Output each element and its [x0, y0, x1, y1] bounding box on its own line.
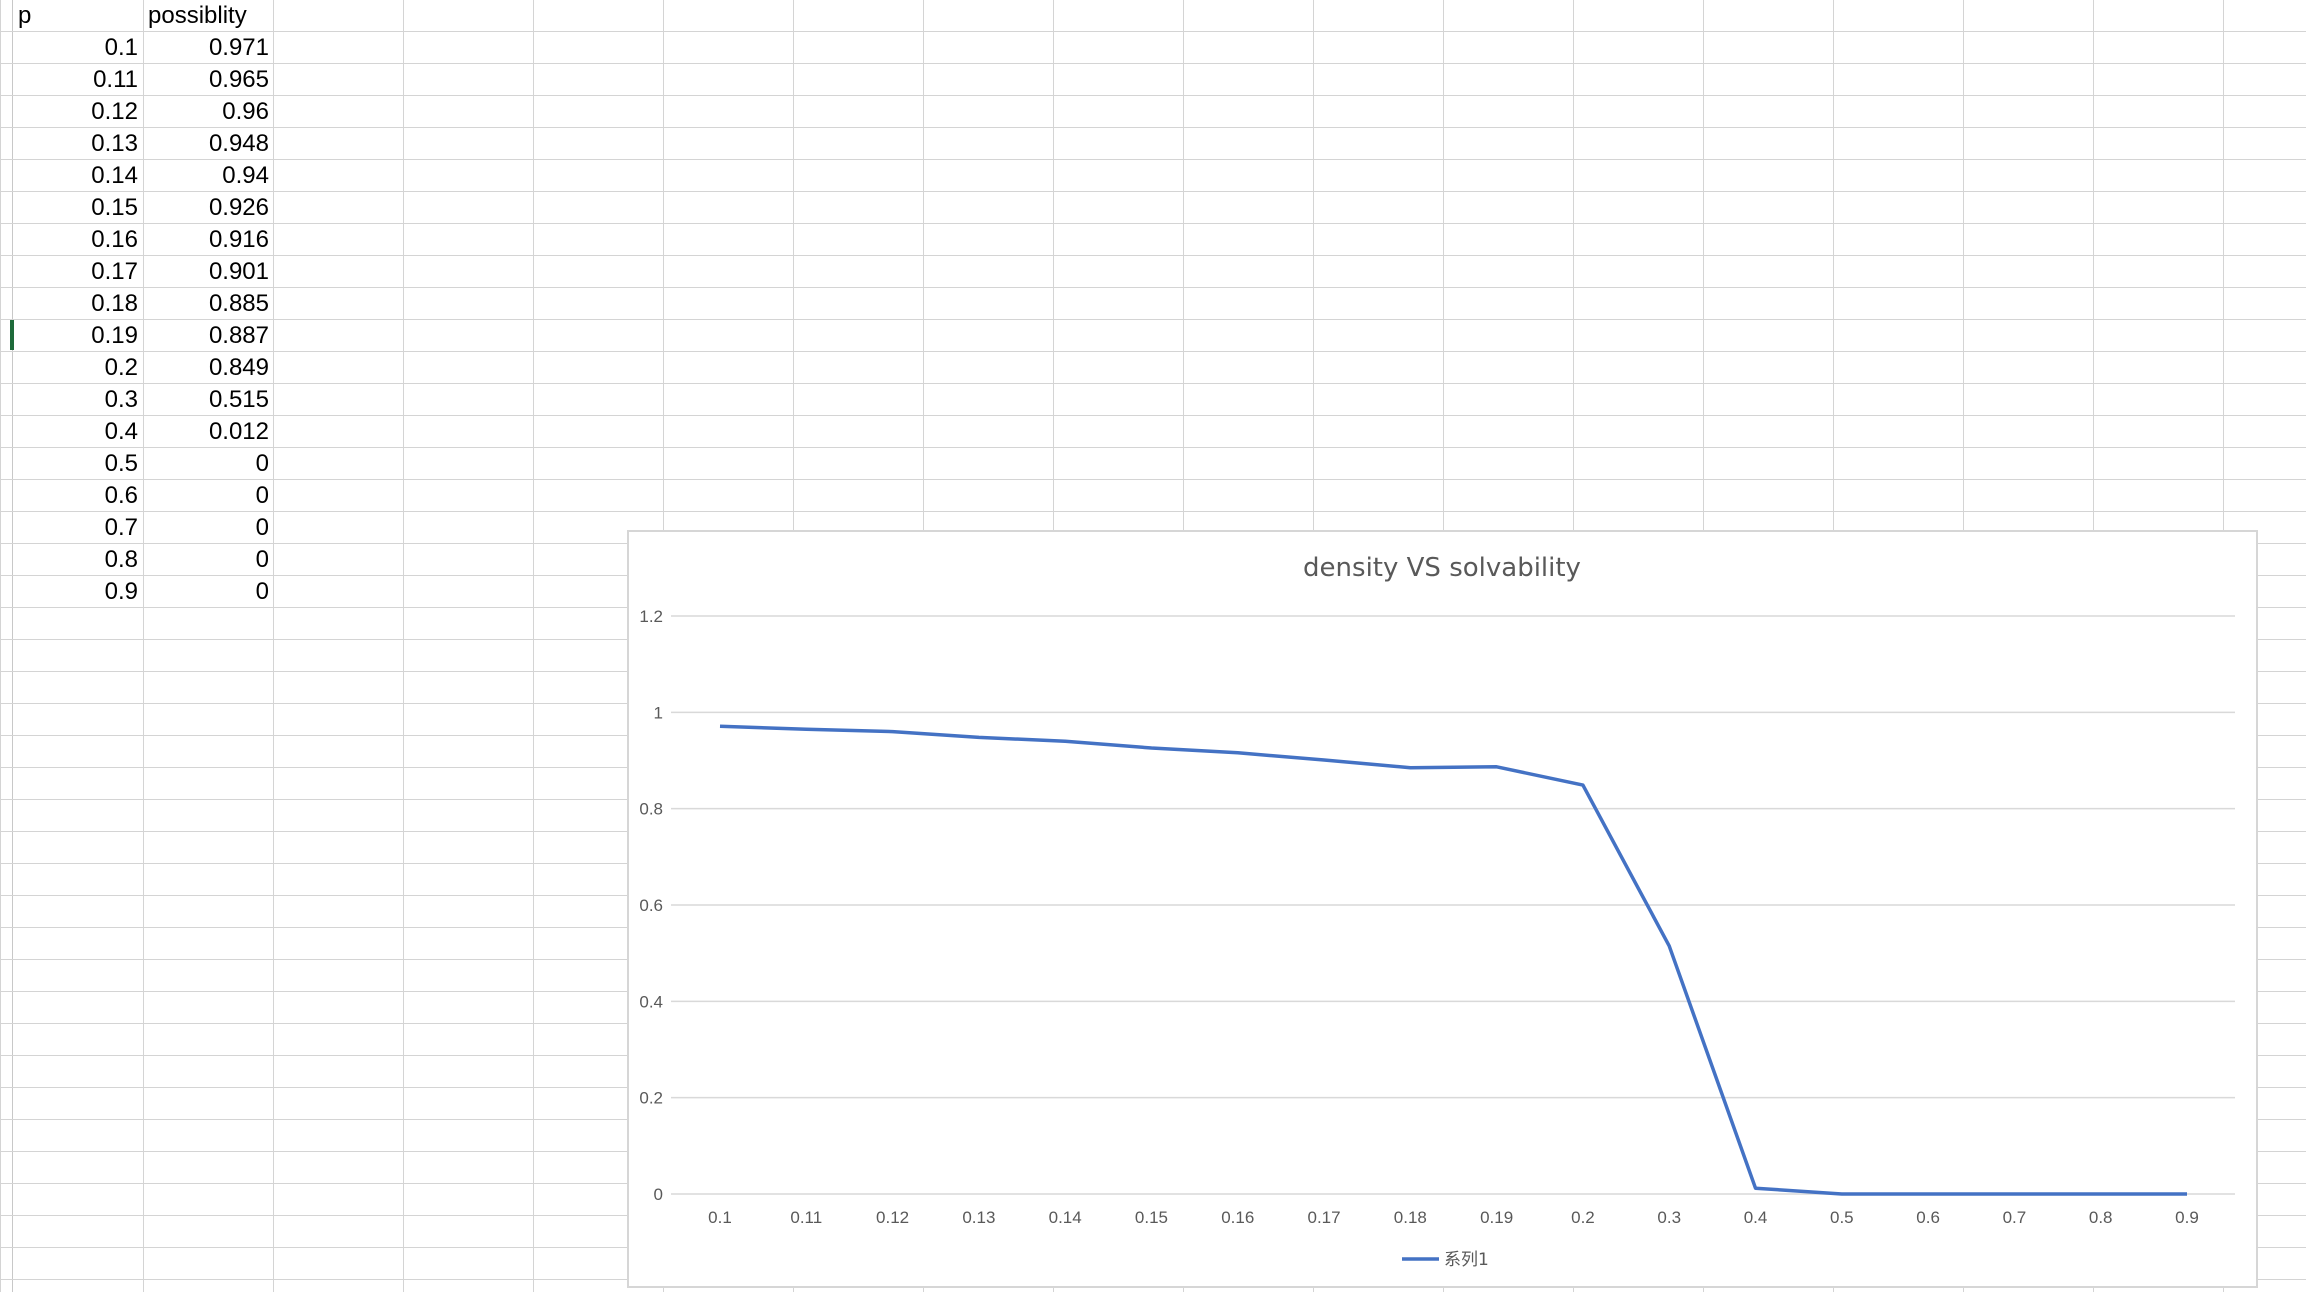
y-tick-label: 0.8	[639, 800, 663, 819]
header-cell-p[interactable]: p	[18, 2, 32, 29]
y-tick-label: 0.6	[639, 896, 663, 915]
cell-possiblity-value[interactable]: 0.96	[222, 98, 269, 125]
cell-p-value[interactable]: 0.11	[93, 66, 138, 93]
cell-p-value[interactable]: 0.12	[91, 98, 138, 125]
x-tick-label: 0.7	[2003, 1208, 2027, 1227]
legend-label: 系列1	[1444, 1250, 1489, 1270]
x-tick-label: 0.18	[1394, 1208, 1427, 1227]
x-tick-label: 0.8	[2089, 1208, 2113, 1227]
x-tick-label: 0.14	[1049, 1208, 1082, 1227]
cell-p-value[interactable]: 0.16	[91, 226, 138, 253]
chart-title: density VS solvability	[1303, 553, 1581, 583]
chart-svg: density VS solvability 0 0.2 0.4 0.6 0.8 1 1.2 0…	[639, 553, 2235, 1270]
cell-possiblity-value[interactable]: 0.916	[208, 226, 269, 253]
x-tick-label: 0.13	[962, 1208, 995, 1227]
cell-p-value[interactable]: 0.3	[104, 386, 138, 413]
cell-possiblity-value[interactable]: 0	[255, 450, 269, 477]
x-tick-label: 0.4	[1744, 1208, 1768, 1227]
y-tick-label: 0	[654, 1185, 663, 1204]
cell-possiblity-value[interactable]: 0.515	[208, 386, 269, 413]
cell-p-value[interactable]: 0.18	[91, 290, 138, 317]
x-tick-label: 0.17	[1308, 1208, 1341, 1227]
header-cell-possiblity[interactable]: possiblity	[148, 2, 247, 29]
cell-p-value[interactable]: 0.5	[104, 450, 138, 477]
cell-possiblity-value[interactable]: 0.948	[208, 130, 269, 157]
cell-possiblity-value[interactable]: 0.012	[208, 418, 269, 445]
x-tick-label: 0.6	[1916, 1208, 1940, 1227]
cell-possiblity-value[interactable]: 0.926	[208, 194, 269, 221]
cell-p-value[interactable]: 0.8	[104, 546, 138, 573]
cell-possiblity-value[interactable]: 0	[255, 482, 269, 509]
cell-p-value[interactable]: 0.9	[104, 578, 138, 605]
cell-p-value[interactable]: 0.15	[91, 194, 138, 221]
cell-possiblity-value[interactable]: 0.901	[208, 258, 269, 285]
cell-possiblity-value[interactable]: 0.94	[222, 162, 269, 189]
series-line	[719, 724, 2187, 1196]
cell-possiblity-value[interactable]: 0.885	[208, 290, 269, 317]
cell-possiblity-value[interactable]: 0	[255, 578, 269, 605]
cell-p-value[interactable]: 0.4	[104, 418, 138, 445]
x-tick-label: 0.15	[1135, 1208, 1168, 1227]
x-tick-label: 0.3	[1657, 1208, 1681, 1227]
cell-possiblity-value[interactable]: 0	[255, 514, 269, 541]
cell-possiblity-value[interactable]: 0.965	[208, 66, 269, 93]
cell-possiblity-value[interactable]: 0.887	[208, 322, 269, 349]
cell-possiblity-value[interactable]: 0.849	[208, 354, 269, 381]
cell-p-value[interactable]: 0.14	[91, 162, 138, 189]
cell-p-value[interactable]: 0.19	[91, 322, 138, 349]
active-cell-indicator	[10, 320, 14, 350]
x-tick-label: 0.11	[790, 1208, 822, 1227]
cell-p-value[interactable]: 0.17	[91, 258, 138, 285]
cell-possiblity-value[interactable]: 0	[255, 546, 269, 573]
y-tick-label: 1	[654, 703, 663, 722]
cell-p-value[interactable]: 0.2	[104, 354, 138, 381]
cell-p-value[interactable]: 0.13	[91, 130, 138, 157]
cell-p-value[interactable]: 0.7	[104, 514, 138, 541]
line-chart[interactable]: density VS solvability 0 0.2 0.4 0.6 0.8 1 1.2 0…	[627, 530, 2258, 1288]
cell-p-value[interactable]: 0.1	[104, 34, 138, 61]
x-tick-label: 0.9	[2175, 1208, 2199, 1227]
cell-possiblity-value[interactable]: 0.971	[208, 34, 269, 61]
y-tick-label: 0.4	[639, 992, 663, 1011]
cell-p-value[interactable]: 0.6	[104, 482, 138, 509]
x-tick-label: 0.5	[1830, 1208, 1854, 1227]
x-tick-label: 0.2	[1571, 1208, 1595, 1227]
y-tick-label: 0.2	[639, 1089, 663, 1108]
x-tick-label: 0.1	[708, 1208, 732, 1227]
x-tick-label: 0.19	[1480, 1208, 1513, 1227]
x-tick-label: 0.16	[1221, 1208, 1254, 1227]
x-tick-label: 0.12	[876, 1208, 909, 1227]
y-tick-label: 1.2	[639, 607, 663, 626]
